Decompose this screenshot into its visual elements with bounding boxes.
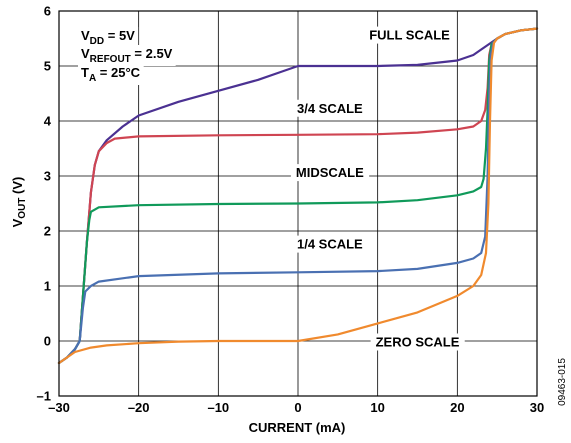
y-tick-label: 3 xyxy=(44,169,51,184)
series-label: FULL SCALE xyxy=(369,28,450,43)
y-tick-label: 0 xyxy=(44,334,51,349)
series-label: MIDSCALE xyxy=(296,165,364,180)
x-axis-title: CURRENT (mA) xyxy=(249,420,346,435)
x-tick-label: 10 xyxy=(370,400,384,415)
y-tick-label: 1 xyxy=(44,279,51,294)
condition-vdd: VDD = 5V xyxy=(81,28,135,47)
y-tick-label: 5 xyxy=(44,59,51,74)
series-label: ZERO SCALE xyxy=(376,335,460,350)
series-label: 1/4 SCALE xyxy=(297,237,363,252)
x-tick-label: –30 xyxy=(48,400,70,415)
series-label-background xyxy=(364,26,456,44)
condition-background xyxy=(78,64,144,85)
condition-background xyxy=(78,27,139,48)
condition-background xyxy=(78,45,176,66)
y-tick-label: 6 xyxy=(44,4,51,19)
x-tick-label: 20 xyxy=(450,400,464,415)
plot-frame xyxy=(58,10,538,397)
x-tick-label: –20 xyxy=(128,400,150,415)
series-line-midscale xyxy=(57,27,539,365)
series-label-background xyxy=(291,99,369,117)
condition-vrefout: VREFOUT = 2.5V xyxy=(81,46,173,65)
series-lines xyxy=(57,27,539,365)
y-tick-label: –1 xyxy=(37,389,51,404)
series-line-zero-scale xyxy=(57,27,539,365)
y-axis-title: VOUT (V) xyxy=(10,177,28,228)
x-tick-label: –10 xyxy=(207,400,229,415)
x-tick-label: 0 xyxy=(294,400,301,415)
series-label-background xyxy=(291,235,369,253)
series-label-background xyxy=(290,164,370,182)
series-label-background xyxy=(370,333,465,351)
series-label: 3/4 SCALE xyxy=(297,101,363,116)
y-tick-label: 4 xyxy=(44,114,52,129)
figure-id: 09463-015 xyxy=(557,358,568,406)
series-labels: FULL SCALE 3/4 SCALE MIDSCALE 1/4 SCALE ZERO… xyxy=(290,26,465,351)
y-tick-label: 2 xyxy=(44,224,51,239)
condition-ta: TA = 25°C xyxy=(81,65,141,84)
x-tick-label: 30 xyxy=(530,400,544,415)
